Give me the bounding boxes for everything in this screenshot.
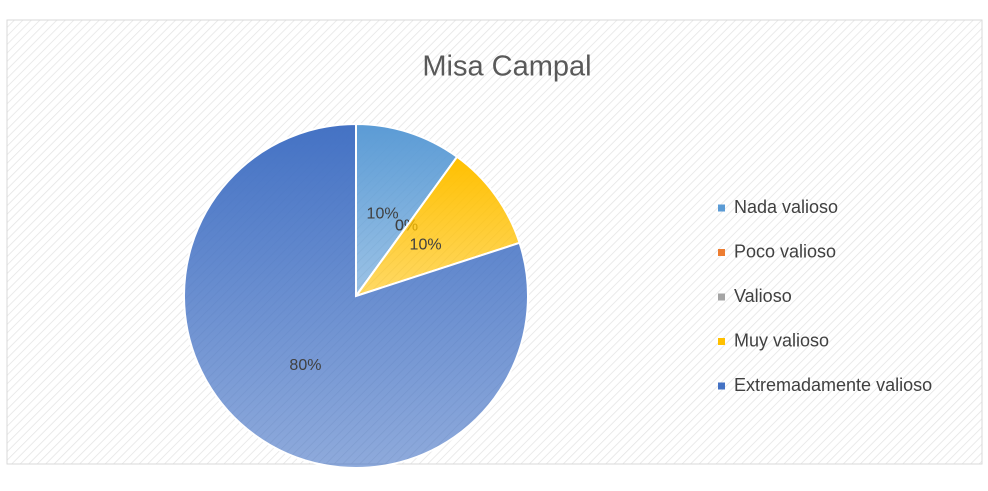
legend-label: Extremadamente valioso: [734, 375, 932, 395]
legend-marker: [718, 338, 725, 345]
legend-marker: [718, 382, 725, 390]
legend-label: Muy valioso: [734, 330, 829, 350]
legend-marker: [718, 249, 725, 256]
data-label: 10%: [367, 205, 399, 222]
legend-marker: [718, 293, 725, 301]
legend-label: Valioso: [734, 286, 792, 306]
data-label: 10%: [410, 237, 442, 254]
pie-slice: [353, 155, 521, 298]
pie-slice: [183, 122, 529, 469]
chart-title: Misa Campal: [422, 51, 591, 83]
legend-label: Nada valioso: [734, 197, 838, 217]
data-label: 80%: [289, 357, 321, 374]
legend-marker: [718, 204, 725, 212]
pie-slice: [355, 122, 459, 300]
legend-label: Poco valioso: [734, 241, 836, 261]
